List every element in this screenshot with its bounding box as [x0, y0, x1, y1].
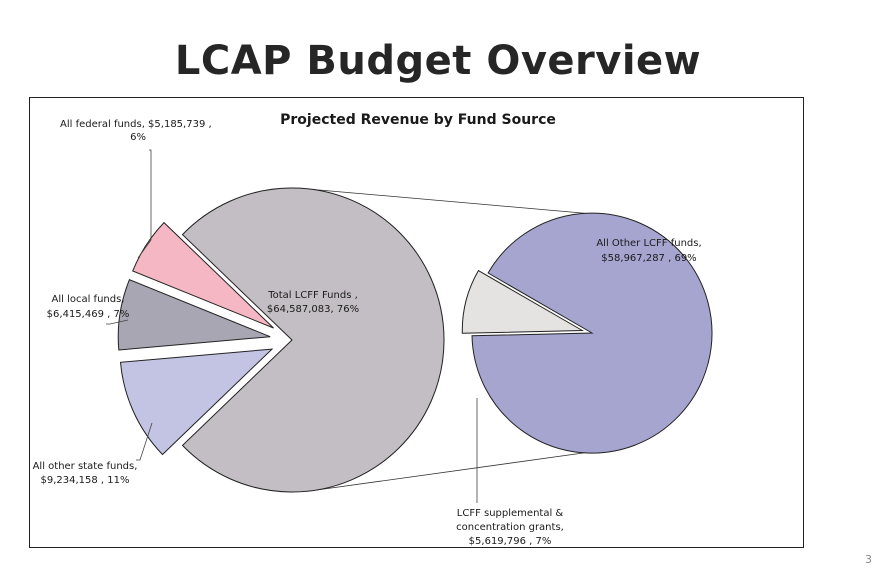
data-label-other-lcff-line2: $58,967,287 , 69% — [601, 253, 696, 264]
pie-slice-all-federal-funds[interactable] — [132, 221, 274, 329]
data-label-local-line1: All local funds, — [52, 294, 125, 305]
pie-slice-lcff-supplemental-concentration[interactable] — [461, 269, 585, 334]
pie-slice-all-other-lcff-funds[interactable] — [471, 212, 713, 454]
data-label-lcff-line1: Total LCFF Funds , — [267, 290, 358, 301]
data-label-federal-line1: All federal funds, $5,185,739 , — [60, 119, 212, 130]
data-label-other-lcff-line1: All Other LCFF funds, — [596, 238, 701, 249]
chart-frame: Projected Revenue by Fund Source All fed… — [29, 97, 804, 548]
data-label-supplemental-line2: concentration grants, — [456, 522, 564, 533]
page-number: 3 — [865, 553, 872, 566]
pie-slice-total-lcff-funds[interactable] — [181, 187, 445, 493]
connector-line-bottom — [313, 452, 585, 491]
leader-line-state — [136, 422, 153, 461]
slide-title: LCAP Budget Overview — [174, 38, 702, 84]
data-label-lcff-line2: $64,587,083, 76% — [267, 304, 359, 315]
data-label-federal-line2: 6% — [130, 132, 146, 143]
chart-title: Projected Revenue by Fund Source — [280, 112, 556, 128]
leader-line-local — [106, 319, 129, 325]
data-label-supplemental-line3: $5,619,796 , 7% — [469, 536, 552, 547]
data-label-state-line1: All other state funds, — [33, 461, 138, 472]
data-label-state-line2: $9,234,158 , 11% — [40, 475, 129, 486]
pie-slice-all-other-state-funds[interactable] — [119, 348, 274, 456]
data-label-supplemental-line1: LCFF supplemental & — [457, 508, 564, 519]
connector-line-top — [313, 189, 585, 214]
pie-of-pie-chart: Projected Revenue by Fund Source All fed… — [33, 112, 713, 547]
pie-slice-all-local-funds[interactable] — [117, 279, 271, 351]
data-label-local-line2: $6,415,469 , 7% — [47, 309, 130, 320]
leader-line-federal — [137, 149, 152, 259]
